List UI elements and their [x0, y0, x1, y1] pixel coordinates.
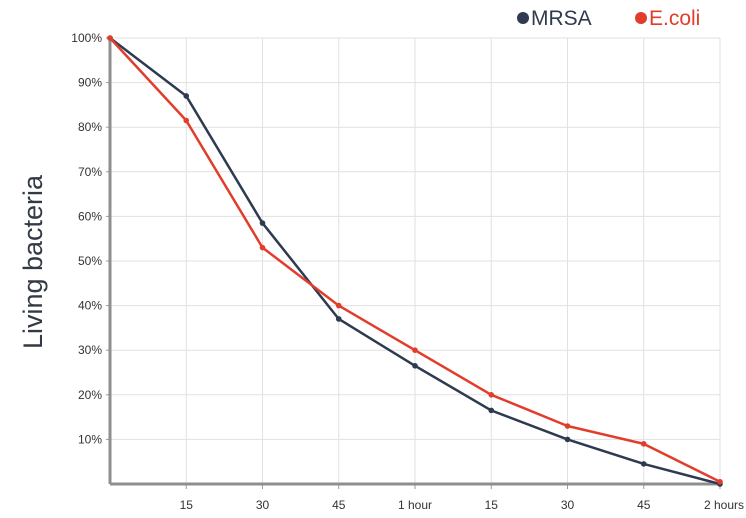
y-tick-label: 40%	[78, 299, 102, 313]
data-point-e-coli	[183, 117, 190, 124]
data-point-e-coli	[259, 244, 266, 251]
data-point-mrsa	[259, 220, 266, 226]
x-tick-label: 15	[180, 498, 194, 512]
legend-marker-mrsa	[517, 12, 529, 24]
y-tick-label: 70%	[78, 165, 102, 179]
y-tick-label: 90%	[78, 76, 102, 90]
data-point-mrsa	[183, 93, 190, 99]
y-tick-label: 20%	[78, 388, 102, 402]
x-tick-label: 30	[256, 498, 270, 512]
data-point-mrsa	[640, 461, 647, 467]
x-tick-label: 2 hours	[704, 498, 744, 512]
legend-marker-e-coli	[635, 12, 647, 24]
data-point-e-coli	[564, 423, 571, 429]
series-layer	[107, 35, 723, 487]
y-axis-label: Living bacteria	[18, 174, 48, 349]
y-tick-label: 50%	[78, 254, 102, 268]
data-point-e-coli	[640, 441, 647, 447]
data-point-e-coli	[488, 392, 495, 398]
data-point-e-coli	[335, 302, 342, 309]
x-tick-label: 45	[637, 498, 651, 512]
legend: MRSA E.coli	[517, 7, 700, 30]
y-tick-label: 60%	[78, 209, 102, 223]
data-point-e-coli	[107, 35, 113, 41]
axes-layer	[106, 37, 721, 489]
x-tick-label: 45	[332, 498, 346, 512]
data-point-e-coli	[717, 478, 723, 485]
x-tick-label: 30	[561, 498, 575, 512]
legend-label-e-coli: E.coli	[649, 7, 700, 30]
data-point-mrsa	[564, 436, 571, 443]
x-tick-label: 1 hour	[398, 498, 432, 512]
x-tick-label: 15	[485, 498, 499, 512]
grid-layer	[110, 37, 721, 484]
y-tick-label: 100%	[71, 31, 102, 45]
legend-label-mrsa: MRSA	[531, 7, 592, 30]
tick-labels: 10% 20% 30% 40% 50% 60% 70% 80% 90% 100% 15 30 45 1 h…	[71, 31, 744, 512]
y-tick-label: 10%	[78, 432, 102, 446]
y-tick-label: 30%	[78, 343, 102, 357]
data-point-mrsa	[335, 316, 342, 322]
data-point-mrsa	[412, 363, 418, 369]
data-point-e-coli	[412, 347, 418, 354]
data-point-mrsa	[488, 407, 495, 414]
y-tick-label: 80%	[78, 120, 102, 134]
